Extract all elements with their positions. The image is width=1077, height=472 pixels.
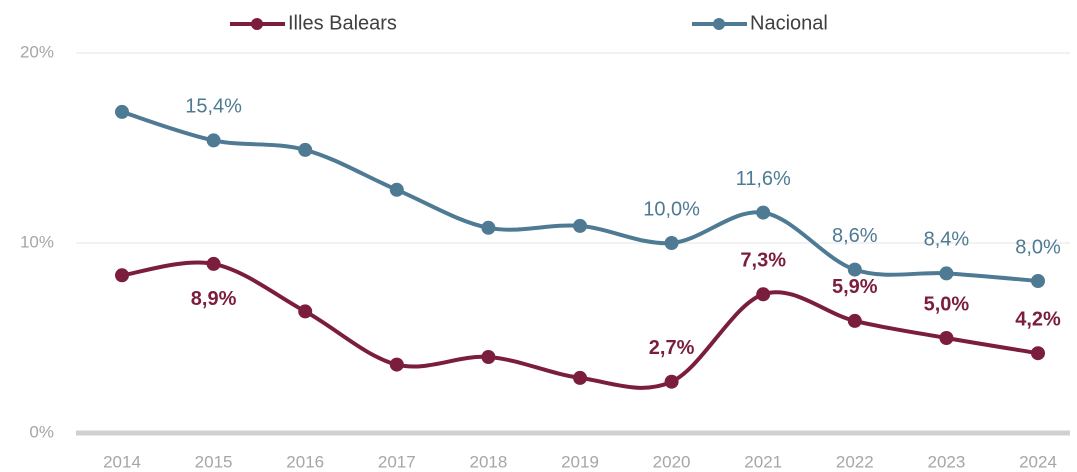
- data-label: 8,0%: [1015, 236, 1061, 258]
- data-label: 8,6%: [832, 225, 878, 247]
- data-label: 15,4%: [185, 96, 242, 118]
- data-point: [847, 313, 862, 328]
- series-line: [121, 109, 1039, 283]
- data-point: [481, 350, 496, 364]
- y-tick-label: 20%: [20, 42, 54, 61]
- x-tick-label: 2016: [286, 452, 324, 471]
- x-tick-label: 2019: [561, 452, 599, 471]
- x-tick-label: 2018: [469, 452, 507, 471]
- legend-marker: [713, 18, 725, 30]
- legend-label: Nacional: [750, 12, 828, 34]
- data-label: 11,6%: [736, 168, 791, 190]
- data-point: [664, 374, 679, 389]
- data-label: 10,0%: [643, 198, 700, 220]
- x-tick-label: 2023: [927, 452, 965, 471]
- data-label: 8,9%: [191, 288, 237, 310]
- data-point: [481, 220, 496, 235]
- data-point: [298, 304, 313, 319]
- x-tick-label: 2015: [195, 452, 233, 471]
- data-point: [939, 331, 954, 345]
- data-point: [1031, 274, 1045, 288]
- legend-marker: [251, 18, 263, 30]
- data-point: [1031, 346, 1045, 361]
- data-point: [573, 218, 587, 233]
- x-tick-label: 2020: [653, 452, 691, 471]
- data-point: [115, 104, 129, 119]
- data-point: [573, 370, 587, 385]
- y-tick-label: 10%: [20, 232, 54, 251]
- x-tick-label: 2014: [103, 452, 141, 471]
- data-point: [664, 236, 679, 250]
- x-tick-label: 2024: [1019, 452, 1057, 471]
- data-point: [206, 256, 221, 271]
- data-point: [389, 182, 404, 197]
- x-tick-label: 2017: [378, 452, 416, 471]
- x-tick-label: 2021: [744, 452, 782, 471]
- data-label: 7,3%: [740, 250, 786, 272]
- legend-label: Illes Balears: [288, 12, 397, 34]
- data-label: 5,0%: [924, 293, 970, 315]
- data-label: 4,2%: [1015, 308, 1061, 330]
- x-tick-label: 2022: [836, 452, 874, 471]
- data-point: [389, 357, 404, 372]
- data-label: 2,7%: [649, 337, 695, 359]
- data-label: 8,4%: [924, 229, 970, 251]
- data-point: [847, 262, 862, 277]
- data-point: [298, 142, 313, 157]
- data-point: [756, 205, 771, 220]
- series-line: [121, 260, 1039, 390]
- data-point: [756, 287, 771, 302]
- data-point: [206, 133, 221, 148]
- data-label: 5,9%: [832, 276, 878, 298]
- y-tick-label: 0%: [29, 422, 54, 441]
- data-point: [939, 266, 954, 281]
- data-point: [115, 268, 129, 283]
